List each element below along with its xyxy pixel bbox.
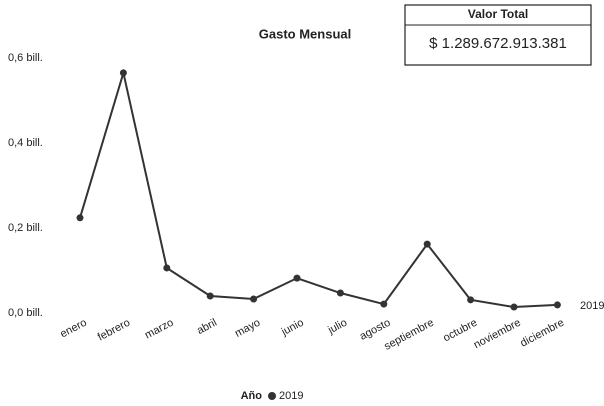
point <box>510 303 518 311</box>
point <box>250 295 258 303</box>
series-line <box>79 68 558 309</box>
point <box>380 300 388 308</box>
point <box>293 274 301 282</box>
kpi-label: Valor Total <box>468 7 528 21</box>
point <box>163 264 171 272</box>
point <box>119 69 127 77</box>
y-tick-label: 0,4 bill. <box>8 137 43 149</box>
y-tick-label: 0,2 bill. <box>8 222 43 234</box>
chart-title: Gasto Mensual <box>259 26 351 41</box>
point <box>76 214 84 222</box>
point <box>206 292 214 300</box>
point <box>467 296 475 304</box>
legend-marker <box>268 392 276 400</box>
kpi-box <box>404 4 592 66</box>
point <box>423 240 431 248</box>
kpi-value: $ 1.289.672.913.381 <box>429 35 567 52</box>
legend-label: 2019 <box>279 390 303 402</box>
point <box>336 289 344 297</box>
series-end-label: 2019 <box>580 300 604 312</box>
point <box>553 301 561 309</box>
y-tick-label: 0,6 bill. <box>8 52 43 64</box>
legend-title: Año <box>241 390 263 402</box>
y-tick-label: 0,0 bill. <box>8 307 43 319</box>
